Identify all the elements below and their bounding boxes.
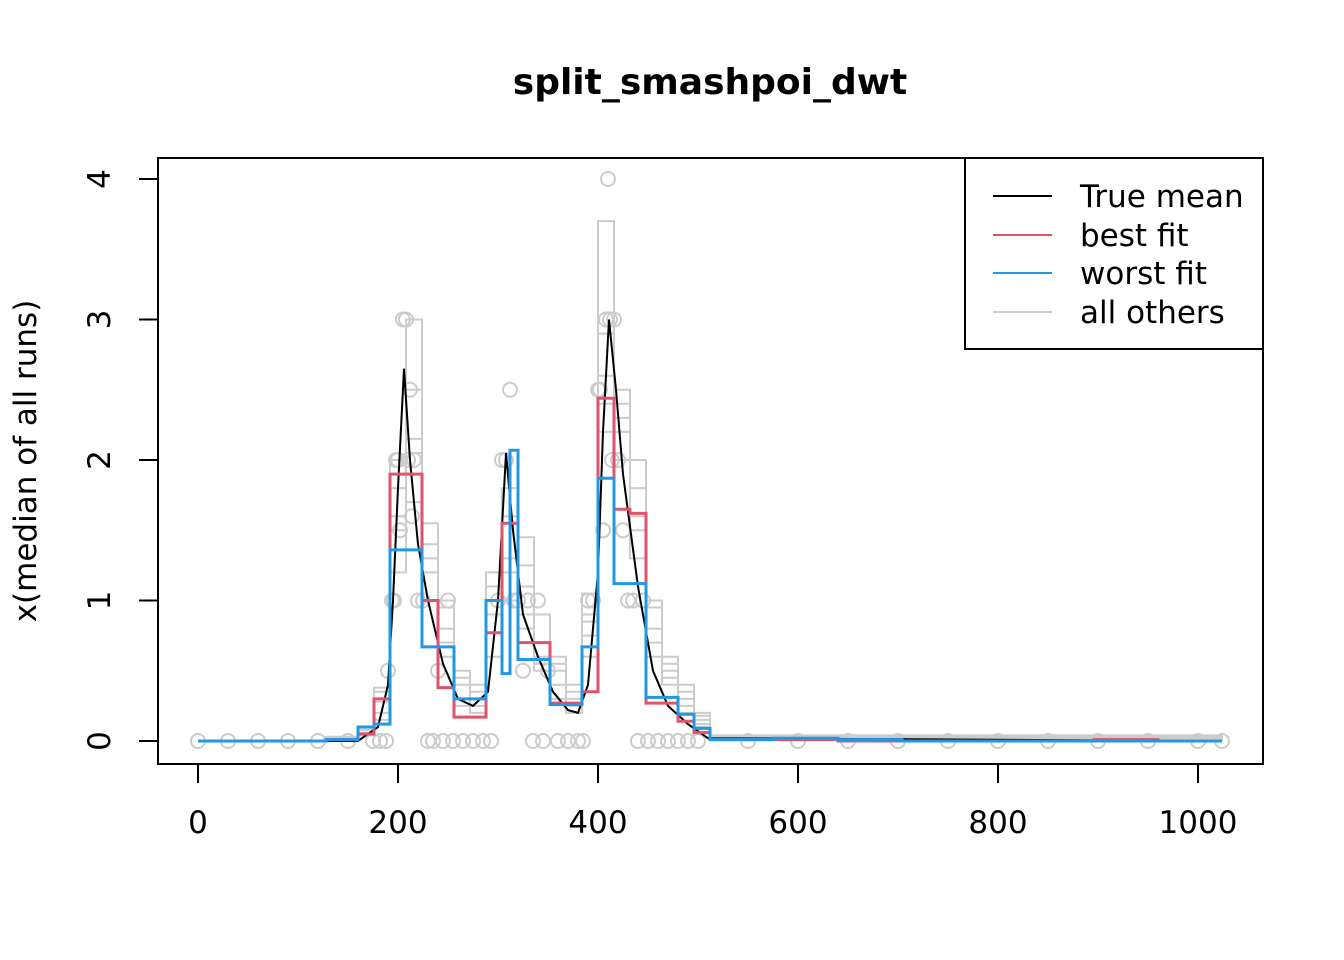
- observation-point: [455, 733, 471, 749]
- all-others-run-1: [198, 332, 1223, 742]
- observation-point: [640, 733, 656, 749]
- x-tick-label: 600: [768, 805, 827, 841]
- observation-point: [635, 592, 651, 609]
- observation-point: [465, 733, 481, 749]
- legend-label-true-mean: True mean: [1079, 179, 1244, 215]
- best-fit-line: [198, 396, 1222, 743]
- observation-point: [570, 733, 586, 749]
- observation-point: [372, 733, 388, 749]
- x-tick-label: 1000: [1159, 805, 1238, 841]
- true-mean-line: [198, 319, 1223, 742]
- observation-point: [392, 522, 408, 539]
- x-tick-label: 200: [368, 805, 427, 841]
- observation-point: [378, 733, 394, 749]
- all-others-run-4: [198, 318, 1223, 742]
- observation-point: [400, 452, 416, 468]
- legend-box: [964, 157, 1264, 350]
- observation-point: [550, 733, 566, 749]
- observation-point: [606, 311, 622, 328]
- y-tick-label: 0: [82, 731, 118, 751]
- observation-point: [690, 733, 706, 749]
- observation-point: [604, 452, 620, 468]
- y-tick-label: 1: [82, 591, 118, 611]
- chart-title: split_smashpoi_dwt: [513, 62, 907, 103]
- observation-point: [660, 733, 676, 749]
- observation-point: [670, 733, 686, 749]
- observation-point: [575, 733, 591, 749]
- observation-point: [404, 508, 420, 525]
- observation-point: [680, 733, 696, 749]
- observation-point: [406, 452, 422, 468]
- observation-point: [615, 522, 631, 539]
- observation-point: [650, 733, 666, 749]
- worst-fit-line: [198, 448, 1222, 743]
- observation-point: [610, 452, 626, 468]
- observation-point: [630, 733, 646, 749]
- observation-point: [425, 733, 441, 749]
- legend-label-all-others: all others: [1080, 295, 1225, 331]
- x-tick-label: 800: [968, 805, 1027, 841]
- observation-point: [525, 733, 541, 749]
- y-tick-label: 2: [82, 450, 118, 470]
- observation-point: [502, 381, 518, 398]
- observation-point: [595, 522, 611, 539]
- observation-point: [598, 311, 614, 328]
- plot-frame: [157, 157, 1264, 765]
- y-tick-label: 4: [82, 169, 118, 189]
- legend-label-worst-fit: worst fit: [1080, 256, 1207, 292]
- observation-point: [398, 311, 414, 328]
- observation-point: [435, 733, 451, 749]
- observation-point: [483, 733, 499, 749]
- observation-point: [600, 171, 616, 187]
- observation-point: [445, 733, 461, 749]
- observation-point: [440, 592, 456, 609]
- all-others-run-5: [198, 402, 1223, 742]
- y-tick-label: 3: [82, 310, 118, 330]
- observation-point: [530, 592, 546, 609]
- x-tick-label: 400: [568, 805, 627, 841]
- observation-point: [585, 592, 601, 609]
- observation-point: [535, 733, 551, 749]
- all-others-run-2: [198, 388, 1223, 742]
- y-axis-label: x(median of all runs): [8, 300, 44, 623]
- x-tick-label: 0: [188, 805, 208, 841]
- legend: True mean best fit worst fit all others: [964, 157, 1264, 350]
- fit-series: [198, 319, 1223, 743]
- legend-label-best-fit: best fit: [1080, 218, 1189, 254]
- observation-point: [515, 662, 531, 679]
- observation-point: [390, 452, 406, 468]
- observation-point: [475, 733, 491, 749]
